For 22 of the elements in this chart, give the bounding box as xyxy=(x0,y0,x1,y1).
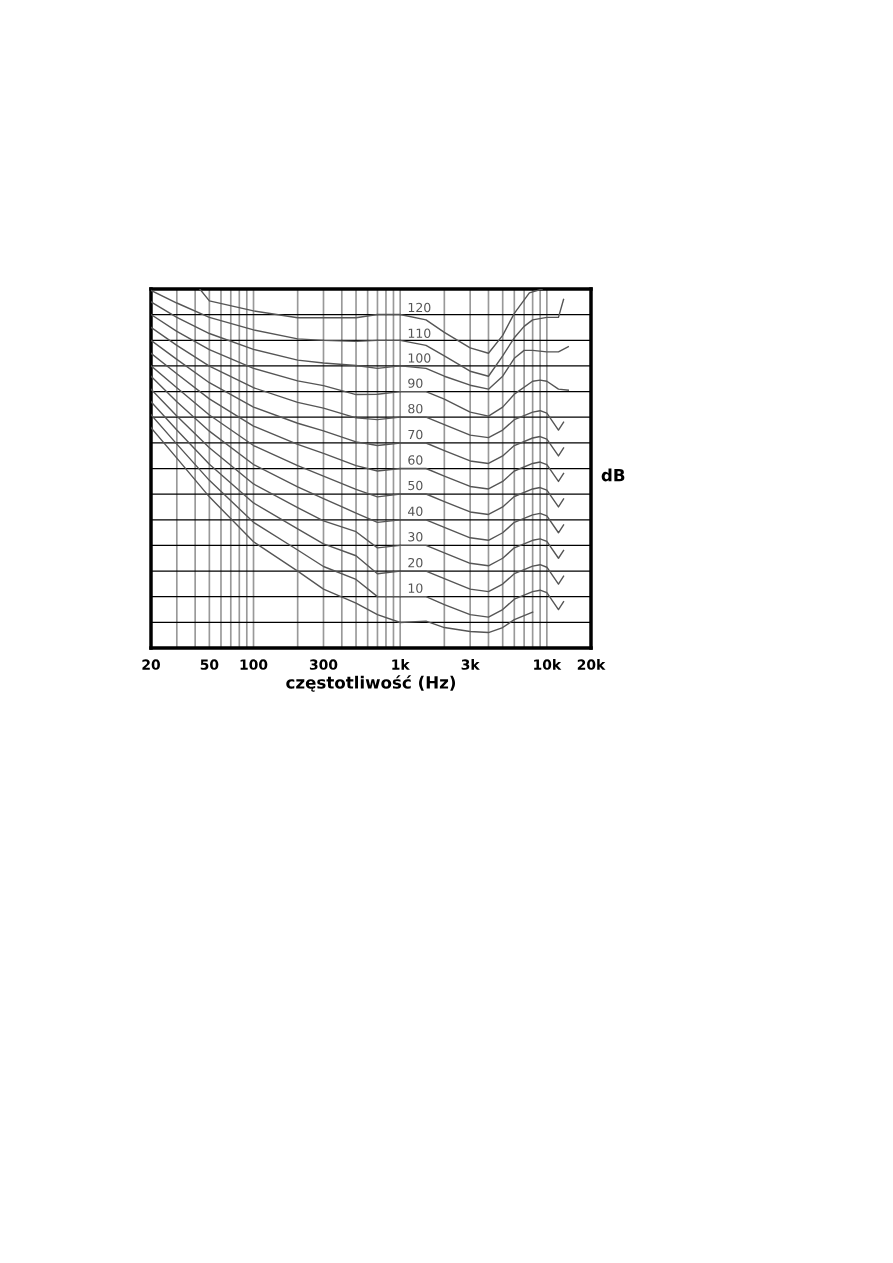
x-tick-label: 20 xyxy=(142,659,160,670)
series-label: 90 xyxy=(408,378,423,388)
x-tick-label: 300 xyxy=(309,659,338,670)
x-tick-label: 3k xyxy=(461,659,480,670)
series-label: 120 xyxy=(408,302,431,313)
series-label: 10 xyxy=(408,583,423,593)
series-label: 50 xyxy=(408,480,423,491)
series-label: 20 xyxy=(408,557,423,568)
x-tick-label: 20k xyxy=(577,659,606,670)
series-label: 100 xyxy=(408,353,431,363)
x-tick-label: 50 xyxy=(200,659,219,670)
series-label: 60 xyxy=(408,455,423,465)
x-tick-label: 100 xyxy=(240,659,268,670)
series-label: 70 xyxy=(408,429,423,440)
series-label: 40 xyxy=(408,506,423,517)
x-tick-label: 10k xyxy=(534,659,562,670)
series-label: 110 xyxy=(408,328,431,338)
series-label: 30 xyxy=(408,532,423,542)
x-tick-label: 1k xyxy=(392,659,410,670)
y-axis-title: dB xyxy=(601,468,625,482)
series-label: 80 xyxy=(408,403,423,414)
x-axis-title: częstotliwość (Hz) xyxy=(286,675,456,692)
